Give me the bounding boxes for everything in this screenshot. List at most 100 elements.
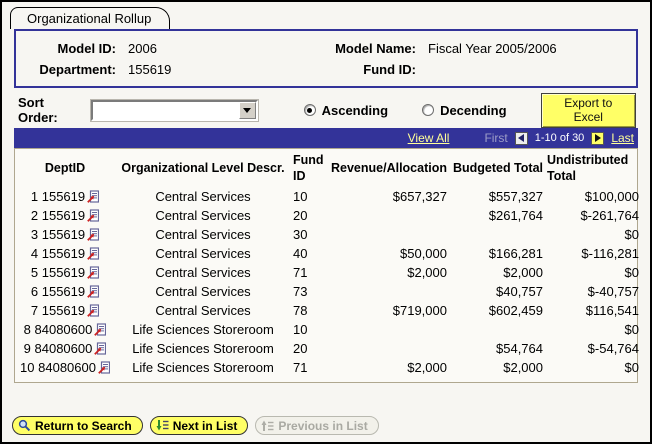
last-link[interactable]: Last: [611, 131, 634, 145]
fund-id-cell: 30: [293, 227, 308, 243]
budgeted-cell: $602,459: [488, 303, 543, 319]
col-header-org-level: Organizational Level Descr.: [121, 160, 285, 175]
table-row: 1 155619 Central Services 10 $657,327 $557,3…: [15, 187, 641, 206]
deptid-cell: 7 155619: [15, 301, 115, 320]
row-number: 3: [30, 227, 39, 243]
row-number: 2: [30, 208, 39, 224]
deptid-cell: 9 84080600: [15, 339, 115, 358]
col-header-budgeted: Budgeted Total: [452, 160, 543, 175]
view-all-link[interactable]: View All: [407, 131, 450, 145]
model-key-box: Model ID: 2006 Model Name: Fiscal Year 2…: [14, 29, 638, 88]
sort-order-label: Sort Order:: [18, 95, 58, 125]
export-to-excel-button[interactable]: Export to Excel: [540, 92, 637, 128]
model-id-label: Model ID:: [57, 41, 117, 56]
budgeted-cell: $54,764: [496, 341, 543, 357]
deptid-cell: 3 155619: [15, 225, 115, 244]
return-to-search-label: Return to Search: [35, 418, 132, 433]
deptid-value: 155619: [41, 265, 86, 281]
deptid-cell: 5 155619: [15, 263, 115, 282]
table-header-row: DeptID Organizational Level Descr. Fund …: [15, 149, 641, 187]
undistributed-cell: $-40,757: [587, 284, 639, 300]
deptid-value: 155619: [41, 189, 86, 205]
model-name-value: Fiscal Year 2005/2006: [428, 41, 557, 56]
radio-selected-icon: [303, 104, 316, 116]
col-header-deptid: DeptID: [44, 160, 86, 175]
deptid-value: 155619: [41, 303, 86, 319]
org-level-cell: Central Services: [155, 284, 251, 300]
row-number: 8: [23, 322, 31, 338]
table-row: 10 84080600 Life Sciences Storeroom 71 $2,0…: [15, 358, 641, 377]
org-level-cell: Life Sciences Storeroom: [132, 341, 274, 357]
drill-down-icon[interactable]: [87, 304, 100, 318]
deptid-value: 155619: [41, 227, 86, 243]
ascending-label: Ascending: [321, 102, 389, 118]
revenue-cell: $719,000: [392, 303, 447, 319]
dropdown-button[interactable]: [238, 101, 256, 119]
deptid-value: 84080600: [34, 341, 93, 357]
grid-nav-bar: View All First 1-10 of 30 Last: [14, 128, 638, 148]
prev-page-button[interactable]: [514, 131, 528, 145]
revenue-cell: [325, 282, 449, 301]
next-page-button[interactable]: [591, 131, 605, 145]
deptid-cell: 10 84080600: [15, 358, 115, 377]
arrow-left-icon: [518, 134, 525, 142]
budgeted-cell: $557,327: [488, 189, 543, 205]
budgeted-cell: $166,281: [488, 246, 543, 262]
next-in-list-button[interactable]: Next in List: [149, 416, 249, 435]
org-level-cell: Central Services: [155, 265, 251, 281]
row-number: 10: [20, 360, 35, 376]
col-header-fund-id: Fund ID: [293, 153, 324, 183]
revenue-cell: $2,000: [407, 265, 447, 281]
fund-id-cell: 20: [293, 341, 308, 357]
deptid-cell: 6 155619: [15, 282, 115, 301]
arrow-down-list-icon: [156, 420, 169, 431]
table-row: 9 84080600 Life Sciences Storeroom 20 $54,7…: [15, 339, 641, 358]
tab-organizational-rollup[interactable]: Organizational Rollup: [10, 7, 171, 29]
col-header-undistributed: Undistributed Total: [547, 153, 629, 183]
department-value: 155619: [128, 62, 172, 77]
next-in-list-label: Next in List: [172, 418, 238, 433]
budgeted-cell: $2,000: [503, 265, 543, 281]
deptid-cell: 8 84080600: [15, 320, 115, 339]
drill-down-icon[interactable]: [87, 285, 100, 299]
table-body: 1 155619 Central Services 10 $657,327 $557,3…: [15, 187, 641, 377]
return-to-search-button[interactable]: Return to Search: [12, 416, 143, 435]
drill-down-icon[interactable]: [87, 228, 100, 242]
revenue-cell: $50,000: [400, 246, 447, 262]
first-link-disabled: First: [484, 131, 508, 145]
chevron-down-icon: [243, 107, 252, 113]
drill-down-icon[interactable]: [94, 342, 107, 356]
revenue-cell: $657,327: [392, 189, 447, 205]
fund-id-label: Fund ID:: [363, 62, 416, 77]
drill-down-icon[interactable]: [94, 323, 107, 337]
drill-down-icon[interactable]: [87, 247, 100, 261]
deptid-value: 155619: [41, 246, 86, 262]
fund-id-cell: 71: [293, 360, 308, 376]
fund-id-cell: 20: [293, 208, 308, 224]
table-row: 3 155619 Central Services 30 $0: [15, 225, 641, 244]
row-number: 1: [30, 189, 39, 205]
deptid-cell: 1 155619: [15, 187, 115, 206]
row-range-indicator: 1-10 of 30: [534, 132, 585, 144]
row-number: 9: [23, 341, 31, 357]
sort-order-select[interactable]: [89, 98, 259, 122]
org-level-cell: Central Services: [155, 227, 251, 243]
drill-down-icon[interactable]: [98, 361, 110, 375]
table-row: 5 155619 Central Services 71 $2,000 $2,000 $0: [15, 263, 641, 282]
descending-radio[interactable]: Decending: [422, 103, 507, 118]
drill-down-icon[interactable]: [87, 209, 100, 223]
undistributed-cell: $0: [624, 227, 639, 243]
deptid-value: 155619: [41, 208, 86, 224]
drill-down-icon[interactable]: [87, 190, 100, 204]
sort-direction-group: Ascending Decending: [303, 102, 541, 118]
org-level-cell: Life Sciences Storeroom: [132, 322, 274, 338]
sort-controls: Sort Order: Ascending Decending Export t…: [14, 92, 638, 128]
rollup-grid: DeptID Organizational Level Descr. Fund …: [14, 148, 641, 384]
key-row-1: Model ID: 2006 Model Name: Fiscal Year 2…: [16, 41, 628, 56]
deptid-value: 84080600: [38, 360, 96, 376]
drill-down-icon[interactable]: [87, 266, 100, 280]
ascending-radio[interactable]: Ascending: [303, 102, 389, 118]
fund-id-cell: 10: [293, 322, 308, 338]
org-level-cell: Central Services: [155, 303, 251, 319]
